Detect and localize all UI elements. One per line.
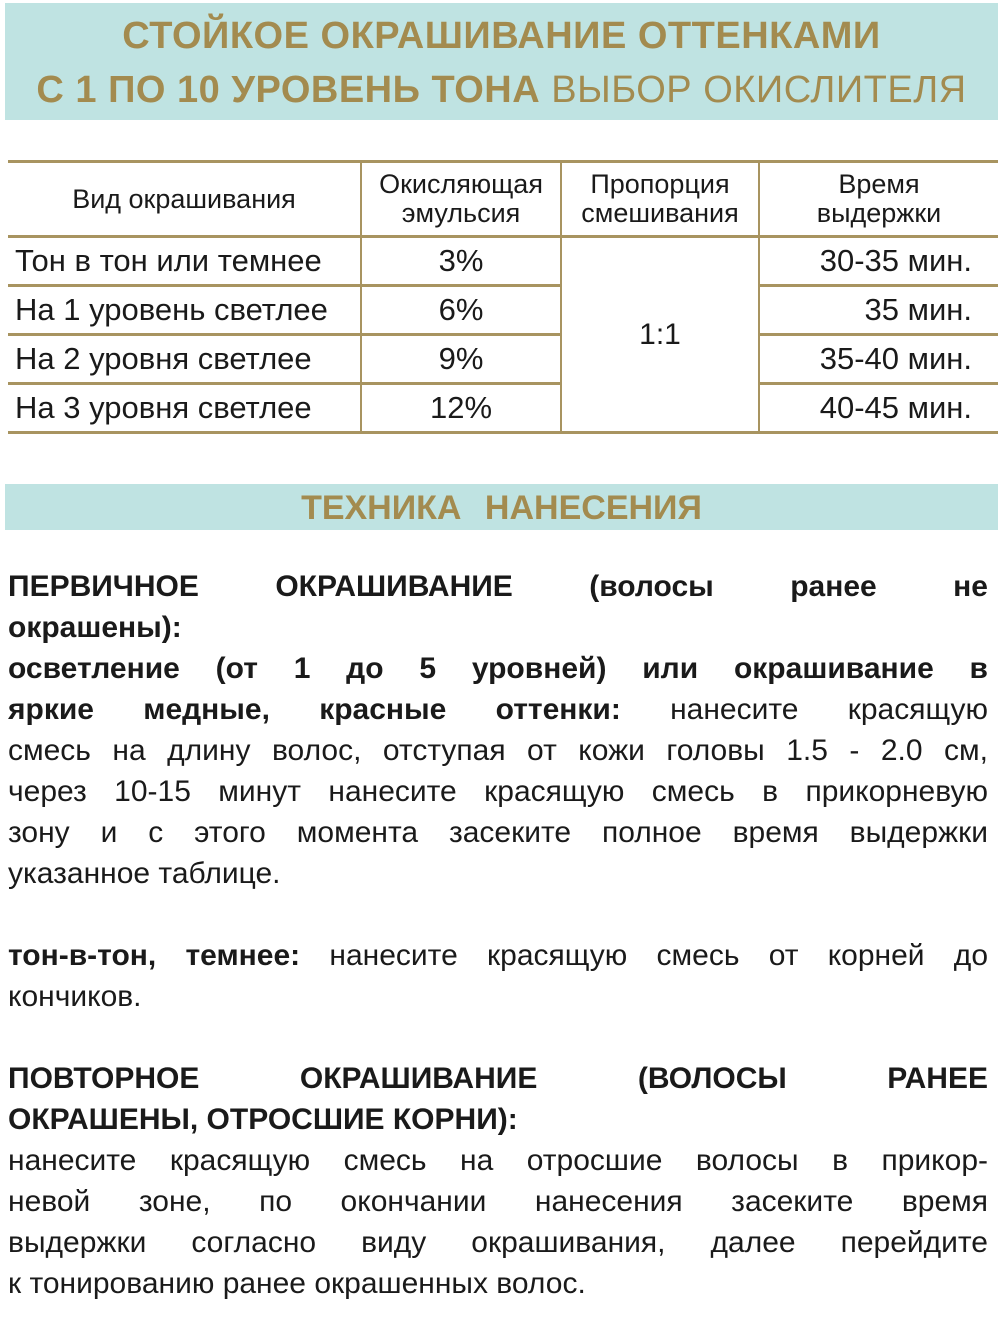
table-header-row: Вид окрашивания Окисляющая эмульсия Проп…	[8, 160, 998, 238]
regular-text: нанесите красящую смесь на отросшие воло…	[8, 1144, 988, 1177]
header-time: Время выдержки	[758, 160, 998, 238]
cell-oxidant: 9%	[360, 333, 562, 385]
title-line-2-regular: ВЫБОР ОКИСЛИТЕЛЯ	[551, 69, 967, 111]
text-line: окрашены):	[8, 607, 988, 648]
bold-text: ОКРАШЕНЫ, ОТРОСШИЕ КОРНИ):	[8, 1103, 518, 1136]
text-line: кончиков.	[8, 976, 988, 1017]
regular-text: невой зоне, по окончании нанесения засек…	[8, 1185, 988, 1218]
blank-line	[8, 894, 988, 935]
cell-type: На 3 уровня светлее	[8, 382, 362, 434]
table-row: На 2 уровня светлее 9% 35-40 мин.	[8, 333, 998, 385]
text-line: нанесите красящую смесь на отросшие воло…	[8, 1140, 988, 1181]
text-line: невой зоне, по окончании нанесения засек…	[8, 1181, 988, 1222]
title-line-2-bold: С 1 ПО 10 УРОВЕНЬ ТОНА	[36, 69, 541, 111]
table-row: На 1 уровень светлее 6% 35 мин.	[8, 284, 998, 336]
bold-text: осветление (от 1 до 5 уровней) или окраш…	[8, 652, 988, 685]
text-line: яркие медные, красные оттенки: нанесите …	[8, 689, 988, 730]
text-line: зону и с этого момента засеките полное в…	[8, 812, 988, 853]
text-line: смесь на длину волос, отступая от кожи г…	[8, 730, 988, 771]
table-row: Тон в тон или темнее 3% 1:1 30-35 мин.	[8, 235, 998, 434]
text-line: осветление (от 1 до 5 уровней) или окраш…	[8, 648, 988, 689]
regular-text: выдержки согласно виду окрашивания, дале…	[8, 1226, 988, 1259]
title-banner: СТОЙКОЕ ОКРАШИВАНИЕ ОТТЕНКАМИ С 1 ПО 10 …	[5, 3, 998, 120]
header-oxidant: Окисляющая эмульсия	[360, 160, 562, 238]
cell-type: Тон в тон или темнее	[8, 235, 362, 287]
cell-time: 35 мин.	[758, 284, 998, 336]
cell-type: На 2 уровня светлее	[8, 333, 362, 385]
cell-ratio: 1:1	[560, 235, 760, 434]
bold-text: тон-в-тон, темнее:	[8, 939, 301, 972]
table-row: На 3 уровня светлее 12% 40-45 мин.	[8, 382, 998, 434]
instructions-text: ПЕРВИЧНОЕ ОКРАШИВАНИЕ (волосы ранее не ок…	[8, 566, 988, 1304]
text-line: указанное таблице.	[8, 853, 988, 894]
oxidant-table: Вид окрашивания Окисляющая эмульсия Проп…	[8, 160, 998, 434]
header-type: Вид окрашивания	[8, 160, 362, 238]
regular-text: нанесите красящую смесь от корней до	[300, 939, 989, 972]
text-line: ОКРАШЕНЫ, ОТРОСШИЕ КОРНИ):	[8, 1099, 988, 1140]
bold-text: ПЕРВИЧНОЕ ОКРАШИВАНИЕ (волосы ранее не	[8, 570, 988, 603]
regular-text: указанное таблице.	[8, 857, 281, 890]
blank-line	[8, 1017, 988, 1058]
section-title: ТЕХНИКА НАНЕСЕНИЯ	[301, 489, 702, 527]
header-ratio: Пропорция смешивания	[560, 160, 760, 238]
regular-text: кончиков.	[8, 980, 142, 1013]
cell-time: 35-40 мин.	[758, 333, 998, 385]
regular-text: смесь на длину волос, отступая от кожи г…	[8, 734, 988, 767]
regular-text: к тонированию ранее окрашенных волос.	[8, 1267, 586, 1300]
cell-time: 40-45 мин.	[758, 382, 998, 434]
regular-text: зону и с этого момента засеките полное в…	[8, 816, 988, 849]
bold-text: ПОВТОРНОЕ ОКРАШИВАНИЕ (ВОЛОСЫ РАНЕЕ	[8, 1062, 988, 1095]
regular-text: нанесите красящую	[620, 693, 988, 726]
text-line: ПЕРВИЧНОЕ ОКРАШИВАНИЕ (волосы ранее не	[8, 566, 988, 607]
text-line: выдержки согласно виду окрашивания, дале…	[8, 1222, 988, 1263]
text-line: тон-в-тон, темнее: нанесите красящую сме…	[8, 935, 988, 976]
bold-text: яркие медные, красные оттенки:	[8, 693, 621, 726]
cell-time: 30-35 мин.	[758, 235, 998, 287]
section-banner: ТЕХНИКА НАНЕСЕНИЯ	[5, 484, 998, 530]
text-line: через 10-15 минут нанесите красящую смес…	[8, 771, 988, 812]
regular-text: через 10-15 минут нанесите красящую смес…	[8, 775, 988, 808]
cell-oxidant: 6%	[360, 284, 562, 336]
text-line: к тонированию ранее окрашенных волос.	[8, 1263, 988, 1304]
cell-oxidant: 12%	[360, 382, 562, 434]
cell-type: На 1 уровень светлее	[8, 284, 362, 336]
bold-text: окрашены):	[8, 611, 182, 644]
title-line-2: С 1 ПО 10 УРОВЕНЬ ТОНА ВЫБОР ОКИСЛИТЕЛЯ	[5, 69, 998, 112]
text-line: ПОВТОРНОЕ ОКРАШИВАНИЕ (ВОЛОСЫ РАНЕЕ	[8, 1058, 988, 1099]
cell-oxidant: 3%	[360, 235, 562, 287]
title-line-1: СТОЙКОЕ ОКРАШИВАНИЕ ОТТЕНКАМИ	[122, 15, 881, 57]
